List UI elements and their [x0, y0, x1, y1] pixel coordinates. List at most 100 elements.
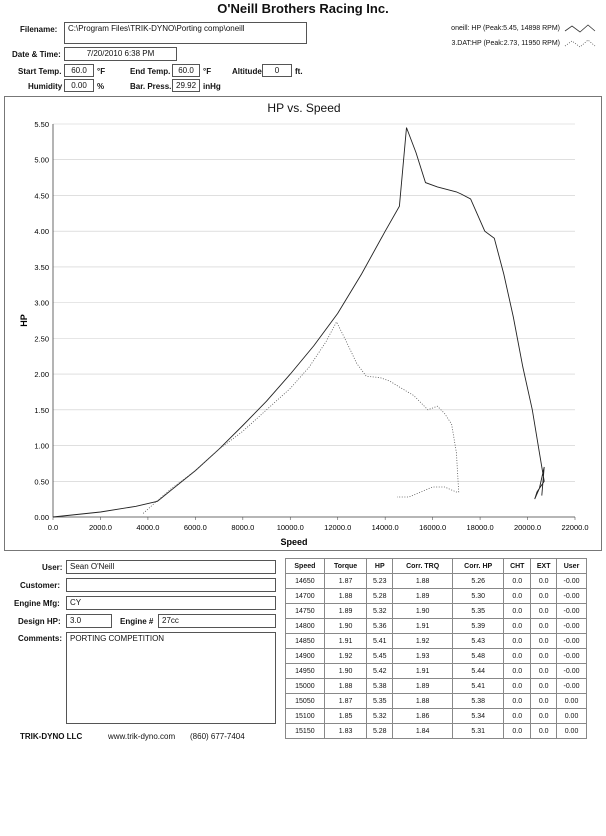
legend-label-oneill: oneill: HP (Peak:5.45, 14898 RPM): [451, 25, 560, 32]
altitude-label: Altitude: [232, 67, 262, 76]
table-cell: 0.00: [556, 723, 587, 739]
table-cell: 14700: [285, 588, 325, 604]
table-cell: 5.28: [366, 588, 394, 604]
altitude-unit: ft.: [295, 67, 303, 76]
table-cell: 5.23: [366, 573, 394, 589]
humidity-field[interactable]: 0.00: [64, 79, 94, 92]
table-cell: 14900: [285, 648, 325, 664]
footer-website[interactable]: www.trik-dyno.com: [108, 732, 176, 741]
legend-item-3dat: 3.DAT:HP (Peak:2.73, 11950 RPM): [448, 37, 598, 52]
x-tick-label: 0.0: [48, 523, 58, 532]
table-cell: 14650: [285, 573, 325, 589]
table-row: 14750 1.89 5.32 1.90 5.35 0.0 0.0 -0.00: [285, 603, 587, 619]
table-cell: 5.31: [452, 723, 505, 739]
report-title: O'Neill Brothers Racing Inc.: [217, 1, 389, 16]
x-tick-label: 10000.0: [277, 523, 304, 532]
table-cell: -0.00: [556, 603, 587, 619]
table-row: 14900 1.92 5.45 1.93 5.48 0.0 0.0 -0.00: [285, 648, 587, 664]
table-cell: 1.86: [392, 708, 454, 724]
y-tick-label: 4.00: [34, 227, 49, 236]
table-cell: 0.0: [530, 663, 558, 679]
col-torque: Torque: [323, 558, 368, 574]
x-tick-label: 8000.0: [231, 523, 254, 532]
table-cell: 5.35: [452, 603, 505, 619]
table-cell: 14750: [285, 603, 325, 619]
table-cell: 5.43: [452, 633, 505, 649]
datetime-field[interactable]: 7/20/2010 6:38 PM: [64, 47, 177, 61]
col-ext: EXT: [530, 558, 558, 574]
customer-field[interactable]: [66, 578, 276, 592]
legend-swatch-dotted: [564, 39, 596, 48]
y-tick-label: 0.00: [34, 513, 49, 522]
x-tick-label: 12000.0: [324, 523, 351, 532]
y-tick-label: 4.50: [34, 191, 49, 200]
table-row: 14650 1.87 5.23 1.88 5.26 0.0 0.0 -0.00: [285, 573, 587, 589]
design-hp-field[interactable]: 3.0: [66, 614, 112, 628]
table-cell: 0.0: [503, 708, 532, 724]
baro-field[interactable]: 29.92: [172, 79, 200, 92]
comments-field[interactable]: PORTING COMPETITION: [66, 632, 276, 724]
end-temp-unit: °F: [203, 67, 212, 76]
table-cell: 0.0: [503, 663, 532, 679]
x-axis-label: Speed: [280, 537, 307, 547]
table-cell: 0.0: [530, 618, 558, 634]
table-cell: 5.45: [366, 648, 394, 664]
baro-label: Bar. Press.: [130, 82, 172, 91]
table-row: 14800 1.90 5.36 1.91 5.39 0.0 0.0 -0.00: [285, 618, 587, 634]
y-tick-label: 3.50: [34, 263, 49, 272]
baro-unit: inHg: [203, 82, 221, 91]
humidity-label: Humidity: [28, 82, 63, 91]
y-tick-label: 0.50: [34, 477, 49, 486]
design-hp-label: Design HP:: [18, 617, 61, 626]
col-corr-hp: Corr. HP: [452, 558, 505, 574]
start-temp-field[interactable]: 60.0: [64, 64, 94, 77]
table-cell: 14950: [285, 663, 325, 679]
x-tick-label: 2000.0: [89, 523, 112, 532]
table-cell: 5.39: [452, 618, 505, 634]
start-temp-label: Start Temp.: [18, 67, 62, 76]
table-cell: -0.00: [556, 633, 587, 649]
table-cell: 0.0: [503, 588, 532, 604]
legend-item-oneill: oneill: HP (Peak:5.45, 14898 RPM): [448, 22, 598, 37]
table-cell: 0.0: [530, 573, 558, 589]
user-field[interactable]: Sean O'Neill: [66, 560, 276, 574]
table-cell: 0.0: [503, 678, 532, 694]
table-cell: 0.0: [530, 588, 558, 604]
user-label: User:: [42, 563, 63, 572]
table-row: 14700 1.88 5.28 1.89 5.30 0.0 0.0 -0.00: [285, 588, 587, 604]
table-cell: 5.34: [452, 708, 505, 724]
table-cell: 0.0: [503, 618, 532, 634]
table-cell: 1.89: [323, 603, 368, 619]
altitude-field[interactable]: 0: [262, 64, 292, 77]
x-tick-label: 16000.0: [419, 523, 446, 532]
table-cell: 0.0: [530, 633, 558, 649]
end-temp-field[interactable]: 60.0: [172, 64, 200, 77]
table-cell: 1.89: [392, 588, 454, 604]
table-cell: 0.0: [530, 693, 558, 709]
filename-field[interactable]: C:\Program Files\TRIK-DYNO\Porting comp\…: [64, 22, 307, 44]
table-cell: 15150: [285, 723, 325, 739]
x-tick-label: 4000.0: [136, 523, 159, 532]
engine-mfg-field[interactable]: CY: [66, 596, 276, 610]
datetime-label: Date & Time:: [12, 50, 61, 59]
table-cell: 5.36: [366, 618, 394, 634]
col-user: User: [556, 558, 587, 574]
table-cell: 5.42: [366, 663, 394, 679]
engine-num-field[interactable]: 27cc: [158, 614, 276, 628]
y-tick-label: 1.50: [34, 406, 49, 415]
table-row: 14850 1.91 5.41 1.92 5.43 0.0 0.0 -0.00: [285, 633, 587, 649]
x-tick-label: 20000.0: [514, 523, 541, 532]
series-line-oneill: [52, 127, 545, 518]
legend-swatch-solid: [564, 24, 596, 33]
table-cell: 1.88: [392, 693, 454, 709]
x-tick-label: 14000.0: [372, 523, 399, 532]
table-cell: 5.32: [366, 708, 394, 724]
table-cell: 1.90: [323, 618, 368, 634]
table-cell: 1.92: [392, 633, 454, 649]
table-cell: 0.0: [530, 723, 558, 739]
table-cell: 0.0: [503, 648, 532, 664]
table-cell: 0.0: [503, 723, 532, 739]
table-cell: 0.0: [503, 633, 532, 649]
table-row: 14950 1.90 5.42 1.91 5.44 0.0 0.0 -0.00: [285, 663, 587, 679]
table-cell: 5.30: [452, 588, 505, 604]
